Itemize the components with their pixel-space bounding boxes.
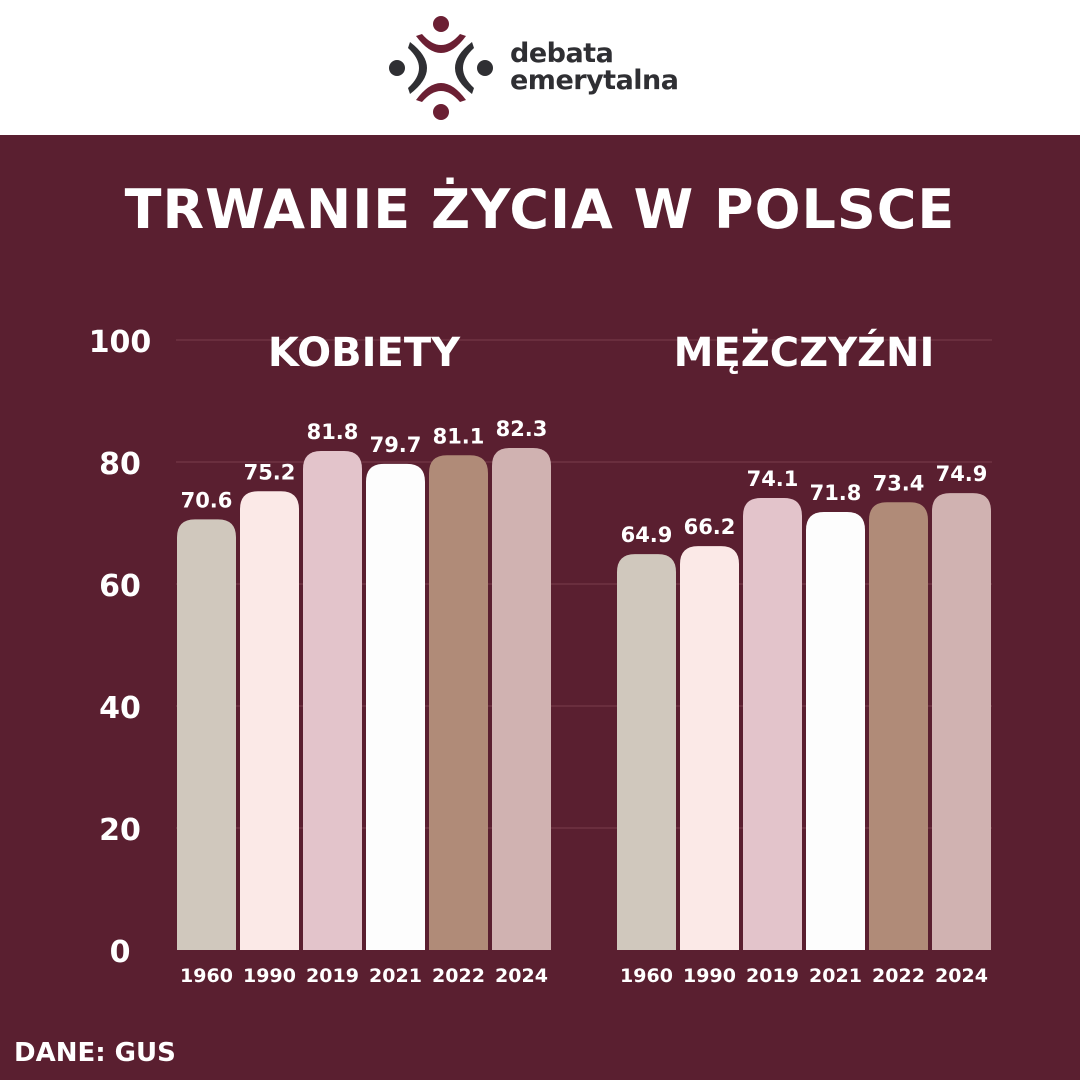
data-label: 75.2 [244, 460, 296, 484]
y-tick-label: 40 [99, 691, 141, 726]
x-tick-label: 2022 [872, 965, 925, 987]
logo-text: debata emerytalna [510, 40, 679, 94]
brand-logo: debata emerytalna [388, 14, 688, 122]
bar-2021 [366, 463, 425, 950]
data-label: 66.2 [684, 515, 736, 539]
bar-2022 [869, 502, 928, 950]
x-tick-label: 2021 [369, 965, 422, 987]
data-label: 74.1 [747, 467, 799, 491]
x-tick-label: 2021 [809, 965, 862, 987]
y-tick-label: 20 [99, 813, 141, 848]
logo-people-icon [389, 16, 493, 120]
data-label: 64.9 [621, 523, 673, 547]
bar-1960 [177, 519, 236, 950]
data-label: 74.9 [936, 462, 988, 486]
data-label: 81.8 [307, 420, 359, 444]
bar-1990 [680, 546, 739, 950]
page-title: TRWANIE ŻYCIA W POLSCE [124, 178, 956, 241]
header-bar: debata emerytalna [0, 0, 1080, 135]
x-tick-label: 1960 [180, 965, 233, 987]
bar-2024 [492, 447, 551, 950]
data-label: 79.7 [370, 433, 422, 457]
x-tick-label: 2024 [935, 965, 988, 987]
data-label: 82.3 [496, 417, 548, 441]
bar-1960 [617, 554, 676, 950]
bar-1990 [240, 491, 299, 950]
logo-line-1: debata [510, 38, 614, 69]
data-label: 73.4 [873, 471, 925, 495]
x-tick-label: 2019 [746, 965, 799, 987]
data-source: DANE: GUS [14, 1038, 176, 1068]
x-tick-label: 1990 [243, 965, 296, 987]
bar-2021 [806, 512, 865, 950]
y-tick-label: 60 [99, 569, 141, 604]
data-label: 81.1 [433, 424, 485, 448]
group-label: KOBIETY [268, 330, 461, 376]
x-tick-label: 1990 [683, 965, 736, 987]
x-tick-label: 2024 [495, 965, 548, 987]
bar-2019 [743, 497, 802, 950]
bar-2024 [932, 493, 991, 950]
y-tick-label: 80 [99, 447, 141, 482]
logo-line-2: emerytalna [510, 65, 679, 96]
data-label: 71.8 [810, 481, 862, 505]
bar-2019 [303, 451, 362, 950]
group-label: MĘŻCZYŹNI [674, 328, 935, 376]
x-tick-label: 1960 [620, 965, 673, 987]
y-tick-label: 100 [89, 325, 152, 360]
bar-2022 [429, 455, 488, 950]
y-tick-label: 0 [110, 935, 131, 970]
x-tick-label: 2022 [432, 965, 485, 987]
data-label: 70.6 [181, 488, 233, 512]
x-tick-label: 2019 [306, 965, 359, 987]
